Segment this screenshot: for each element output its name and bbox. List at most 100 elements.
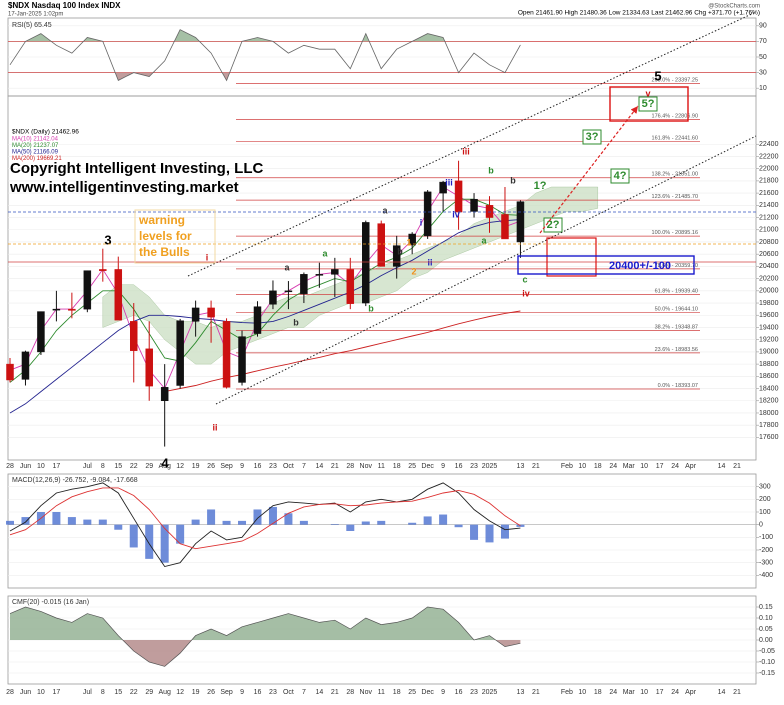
x-tick-label: 16 — [254, 463, 262, 470]
histogram-bar — [253, 509, 262, 525]
rsi-title: RSI(5) 65.45 — [12, 22, 52, 29]
website: www.intelligentinvesting.market — [9, 179, 239, 196]
x-tick-label: 8 — [101, 463, 105, 470]
candle-body — [6, 363, 14, 381]
x-tick-label: 21 — [532, 689, 540, 696]
y-tick-label: 22200 — [759, 153, 779, 160]
y-tick-label: 21800 — [759, 178, 779, 185]
candle-body — [377, 223, 385, 267]
x-tick-label: 18 — [594, 463, 602, 470]
warning-text: warning — [138, 213, 185, 227]
fib-label: 23.6% - 18983.56 — [655, 347, 698, 353]
candle-body — [392, 245, 401, 267]
candle-body — [207, 307, 215, 318]
x-tick-label: 17 — [656, 463, 664, 470]
y-tick-label: -100 — [759, 534, 773, 541]
x-tick-label: Jun — [20, 463, 31, 470]
x-tick-label: 23 — [269, 689, 277, 696]
x-tick-label: Oct — [283, 463, 294, 470]
y-tick-label: 19200 — [759, 337, 779, 344]
wave-label: 1? — [534, 180, 547, 192]
symbol-title: $NDX Nasdaq 100 Index INDX — [8, 1, 121, 10]
annotation-box — [610, 168, 630, 184]
legend-entry: MA(50) 21166.09 — [12, 150, 59, 156]
x-tick-label: 9 — [441, 463, 445, 470]
timestamp: 17-Jan-2025 1:02pm — [8, 12, 63, 18]
x-tick-label: 14 — [315, 689, 323, 696]
wave-label: v — [645, 88, 650, 98]
histogram-bar — [346, 524, 355, 531]
y-tick-label: 22000 — [759, 166, 779, 173]
candle-body — [145, 348, 153, 387]
cmf-negative-area — [10, 640, 521, 667]
quote: Open 21461.90 High 21480.36 Low 21334.63… — [518, 10, 760, 17]
fib-label: 161.8% - 22441.60 — [652, 136, 698, 142]
y-tick-label: 90 — [759, 23, 767, 30]
x-tick-label: Aug — [158, 463, 171, 470]
fib-label: 38.2% - 19348.87 — [655, 325, 698, 331]
x-tick-label: 17 — [53, 463, 61, 470]
histogram-bar — [238, 520, 247, 525]
moving-average — [9, 186, 521, 390]
wave-label: b — [368, 303, 374, 313]
wave-label: 1 — [406, 237, 411, 247]
wave-label: a — [322, 248, 328, 258]
x-tick-label: 19 — [192, 689, 200, 696]
fib-label: 61.8% - 19939.40 — [655, 288, 698, 294]
y-tick-label: 18200 — [759, 398, 779, 405]
cmf-positive-area — [10, 607, 521, 640]
x-tick-label: Oct — [283, 689, 294, 696]
price-title: $NDX (Daily) 21462.96 — [12, 129, 79, 136]
x-tick-label: 13 — [517, 463, 525, 470]
channel-upper — [187, 11, 757, 277]
x-tick-label: 28 — [346, 689, 354, 696]
y-tick-label: -0.15 — [759, 670, 775, 677]
candle-body — [315, 274, 324, 276]
candle-body — [331, 269, 339, 275]
main-layer: 1760017800180001820018400186001880019000… — [6, 23, 779, 696]
histogram-bar — [500, 524, 509, 539]
projection-arrow — [539, 105, 639, 234]
candle-body — [129, 321, 138, 351]
wave-label: c — [522, 274, 527, 284]
wave-label: ii — [427, 257, 432, 267]
x-tick-label: 15 — [114, 463, 122, 470]
x-tick-label: 29 — [145, 689, 153, 696]
y-tick-label: -300 — [759, 560, 773, 567]
histogram-bar — [377, 520, 386, 525]
x-tick-label: 26 — [207, 463, 215, 470]
histogram-bar — [21, 517, 30, 525]
macd-panel — [7, 473, 757, 589]
y-tick-label: 20400 — [759, 263, 779, 270]
wave-label: b — [293, 317, 299, 327]
x-tick-label: 11 — [378, 463, 385, 470]
x-tick-label: Dec — [421, 689, 434, 696]
x-tick-label: 25 — [408, 689, 416, 696]
wave-label: i — [420, 217, 423, 227]
x-tick-label: Dec — [421, 463, 434, 470]
legend-entry: MA(200) 19669.21 — [12, 156, 62, 162]
wave-label: 2 — [411, 266, 416, 276]
candle-body — [253, 306, 262, 334]
histogram-bar — [160, 524, 169, 563]
x-tick-label: Apr — [685, 463, 697, 470]
x-tick-label: Apr — [685, 689, 697, 696]
macd-title: MACD(12,26,9) -26.752, -9.084, -17.668 — [12, 477, 138, 484]
x-tick-label: 10 — [37, 689, 45, 696]
x-tick-label: 29 — [145, 463, 153, 470]
x-tick-label: 7 — [302, 689, 306, 696]
x-tick-label: 28 — [346, 463, 354, 470]
candle-body — [52, 308, 61, 311]
x-tick-label: 14 — [315, 463, 323, 470]
candle-body — [439, 181, 447, 194]
warning-box — [134, 209, 216, 264]
x-tick-label: 21 — [331, 689, 339, 696]
x-tick-label: 2025 — [482, 463, 498, 470]
x-tick-label: Jul — [83, 463, 92, 470]
candle-body — [176, 320, 184, 386]
wave-label: 3? — [586, 131, 599, 143]
histogram-bar — [284, 513, 293, 525]
histogram-bar — [129, 524, 138, 548]
x-tick-label: 21 — [733, 689, 741, 696]
y-tick-label: 0.05 — [759, 626, 773, 633]
